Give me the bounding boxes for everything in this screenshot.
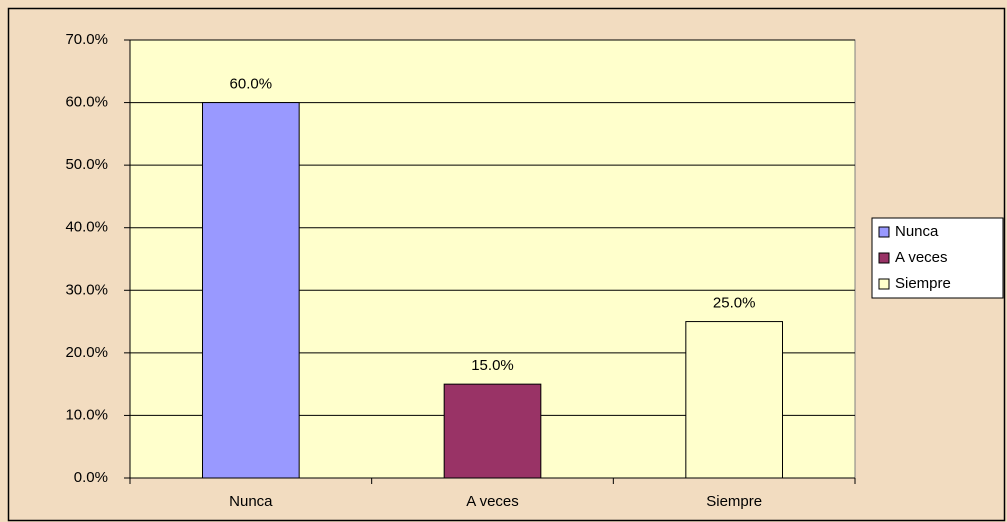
- y-tick-label: 0.0%: [74, 469, 108, 486]
- legend-swatch: [878, 226, 890, 238]
- y-tick-label: 60.0%: [65, 94, 108, 111]
- x-tick-label: Siempre: [706, 493, 762, 510]
- legend-label: Siempre: [895, 275, 951, 292]
- data-label: 15.0%: [471, 357, 514, 374]
- data-label: 60.0%: [230, 76, 273, 93]
- legend-label: A veces: [895, 249, 948, 266]
- legend-swatch: [878, 278, 890, 290]
- bar: [202, 102, 300, 479]
- y-tick-label: 20.0%: [65, 344, 108, 361]
- bar: [685, 321, 783, 479]
- legend-label: Nunca: [895, 223, 939, 240]
- y-tick-label: 40.0%: [65, 219, 108, 236]
- data-label: 25.0%: [713, 295, 756, 312]
- bar: [443, 383, 542, 479]
- y-tick-label: 30.0%: [65, 281, 108, 298]
- x-tick-label: Nunca: [229, 493, 273, 510]
- x-tick-label: A veces: [466, 493, 519, 510]
- chart-border: [7, 7, 1006, 522]
- y-tick-label: 10.0%: [65, 406, 108, 423]
- legend-swatch: [878, 252, 890, 264]
- y-tick-label: 50.0%: [65, 156, 108, 173]
- y-tick-label: 70.0%: [65, 31, 108, 48]
- legend-box: [871, 217, 1004, 299]
